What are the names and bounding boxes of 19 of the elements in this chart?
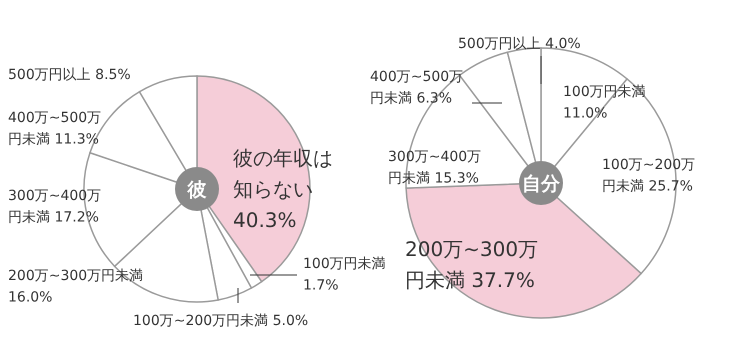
data-label: 11.0% xyxy=(563,106,608,122)
text: 自分 xyxy=(522,173,561,195)
slice-label: 400万~500万円未満 11.3% xyxy=(8,110,102,148)
slice-label: 100万~200万円未満 5.0% xyxy=(133,313,308,329)
slice-label: 500万円以上 8.5% xyxy=(8,67,131,83)
data-label: 1.7% xyxy=(303,278,339,294)
slice-label: 100万円未満 xyxy=(303,256,386,272)
slice-label: 500万円以上 4.0% xyxy=(458,36,581,52)
text: 彼 xyxy=(186,179,208,201)
slice-label: 200万~300万円未満 xyxy=(8,268,144,284)
data-label: 40.3% xyxy=(233,208,297,232)
slice-label: 400万~500万円未満 6.3% xyxy=(370,69,464,107)
slice-label: 100万~200万円未満 25.7% xyxy=(602,157,696,195)
slice-label: 彼の年収は知らない xyxy=(233,146,333,201)
slice-label: 300万~400万円未満 17.2% xyxy=(8,188,102,226)
slice-label: 100万円未満 xyxy=(563,84,646,100)
slice-label: 200万~300万円未満 37.7% xyxy=(405,237,538,292)
data-label: 16.0% xyxy=(8,290,52,306)
slice-label: 300万~400万円未満 15.3% xyxy=(388,149,482,187)
